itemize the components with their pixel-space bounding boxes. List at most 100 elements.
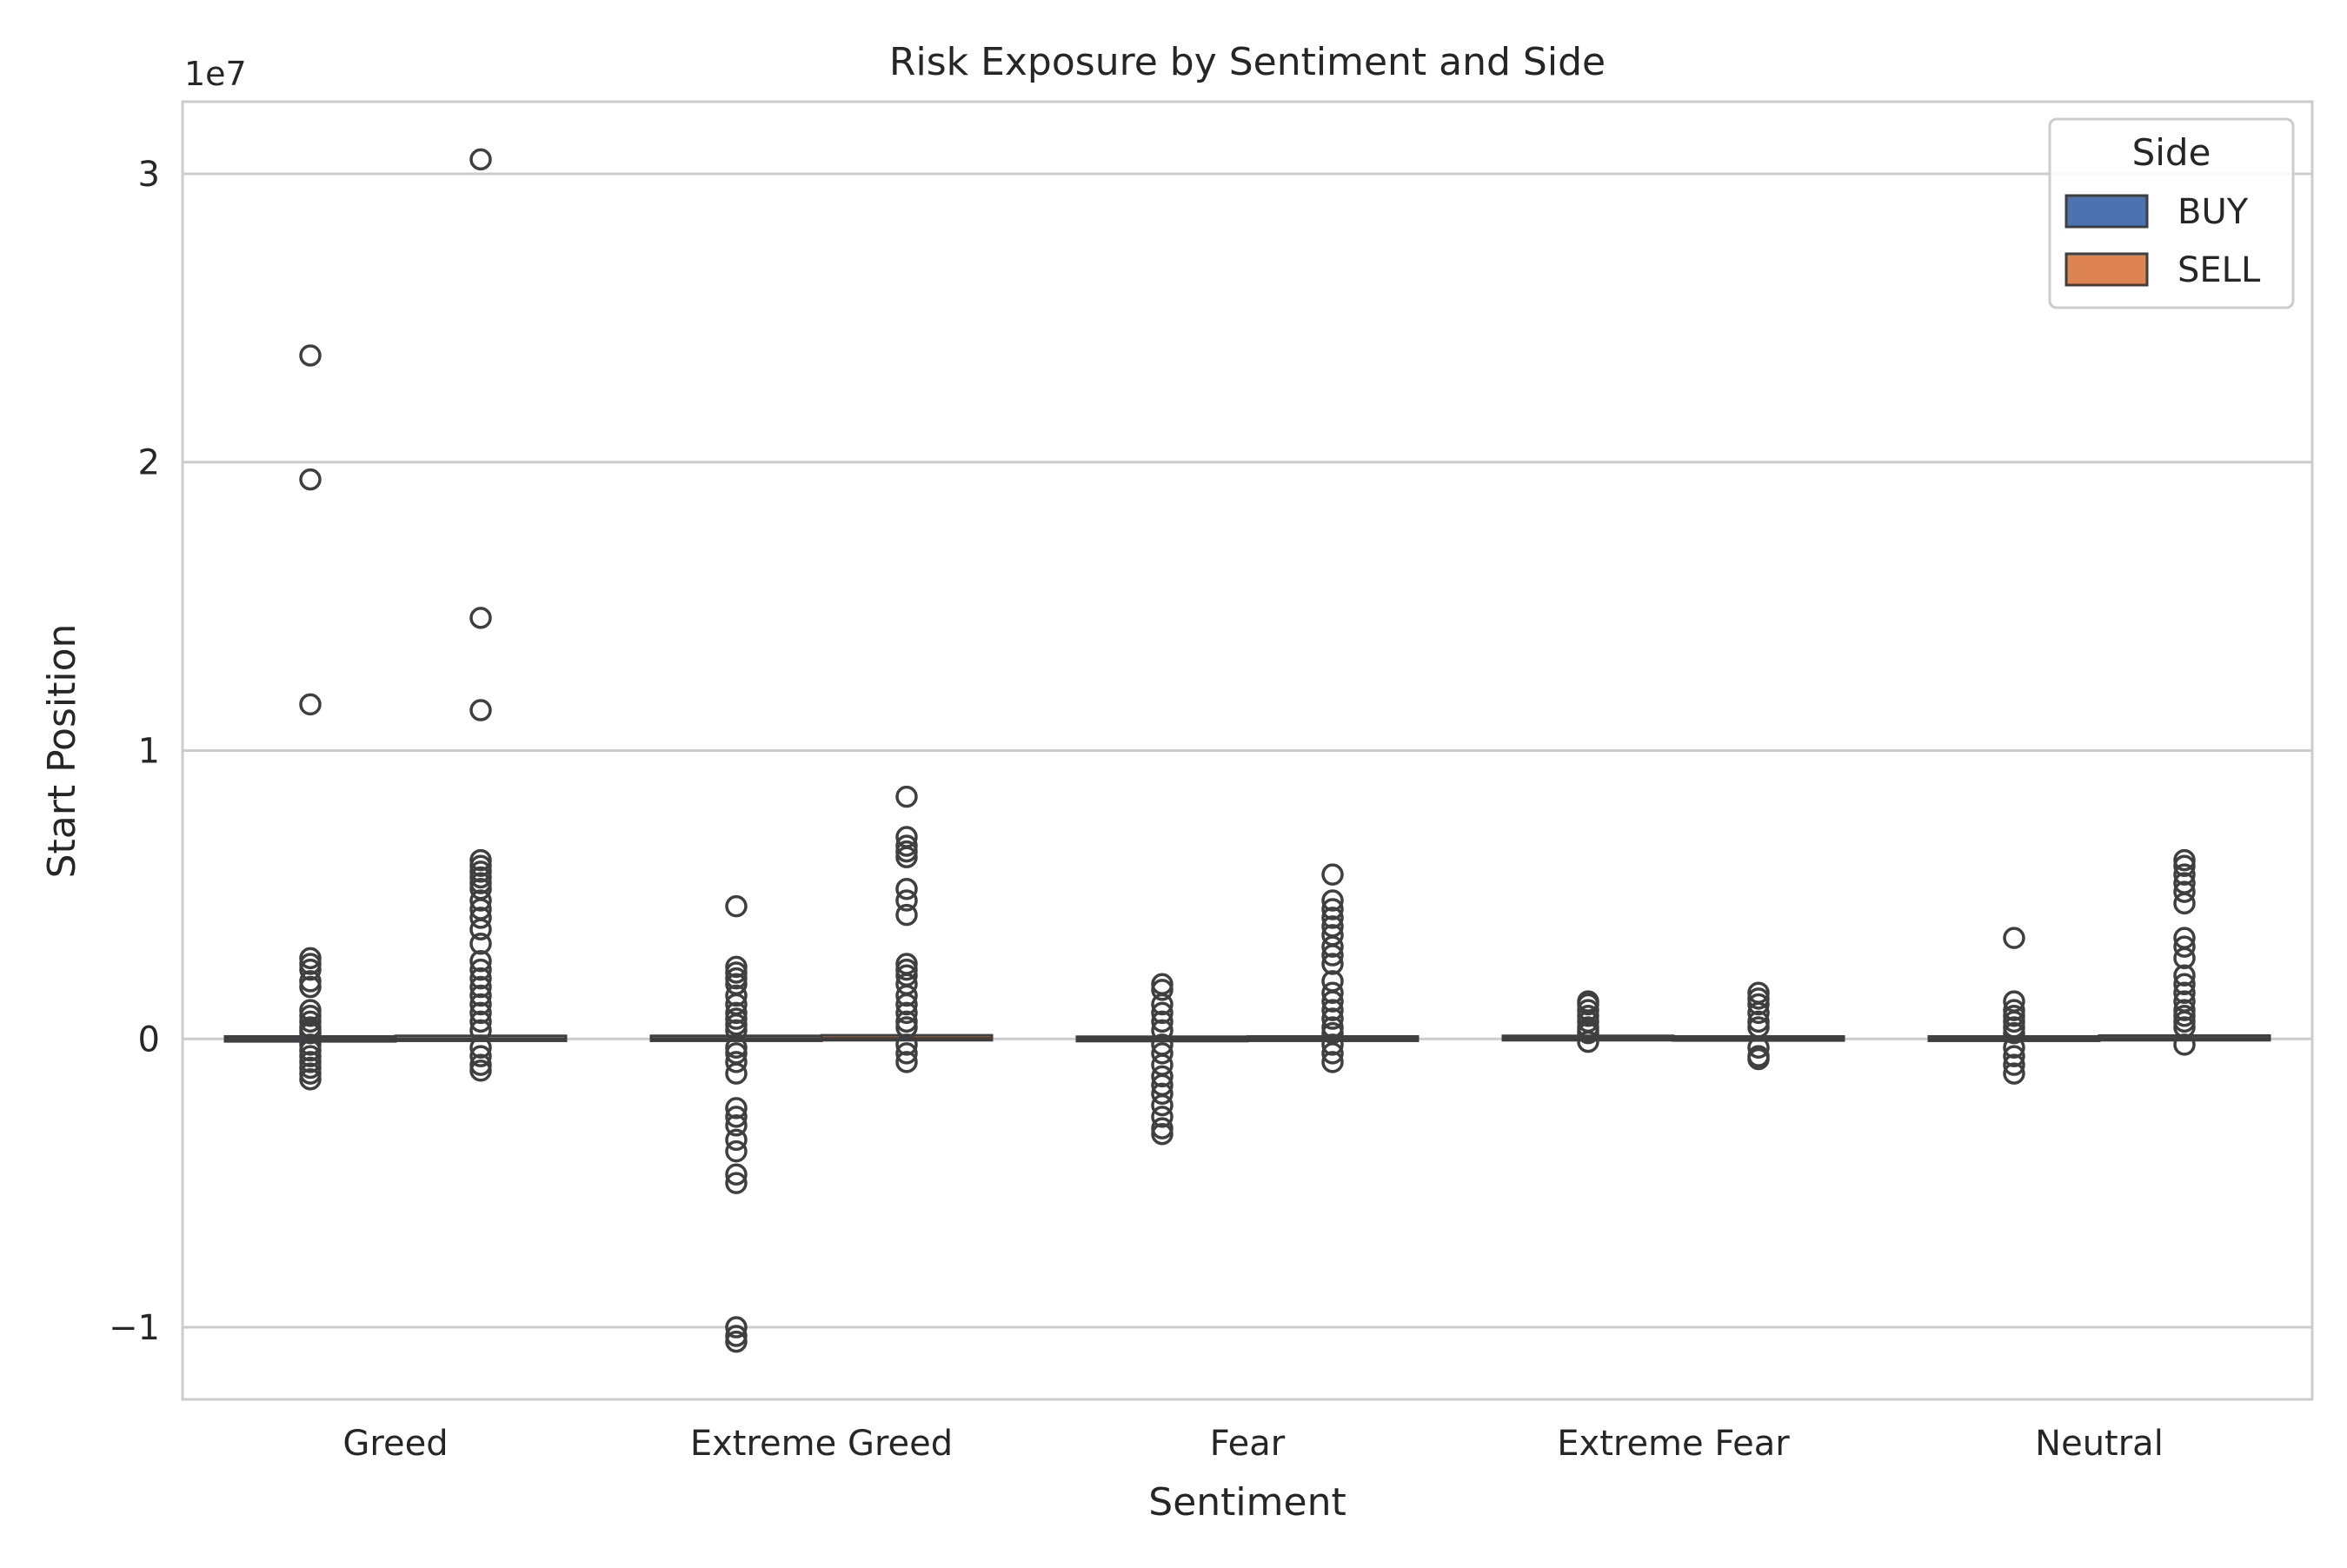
outlier-point bbox=[895, 834, 918, 857]
outlier-point bbox=[299, 1045, 322, 1067]
outlier-point bbox=[469, 1019, 492, 1042]
outlier-point bbox=[1321, 907, 1344, 929]
outlier-point bbox=[725, 984, 748, 1007]
outlier-point bbox=[2173, 1016, 2196, 1039]
outlier-point bbox=[895, 958, 918, 981]
outlier-point bbox=[469, 984, 492, 1007]
outlier-point bbox=[725, 1330, 748, 1353]
outlier-point bbox=[895, 846, 918, 869]
outlier-point bbox=[725, 1013, 748, 1036]
y-tick-label: 1 bbox=[138, 732, 160, 772]
plot-frame bbox=[181, 100, 2314, 1401]
outlier-point bbox=[469, 889, 492, 912]
outlier-point bbox=[1321, 981, 1344, 1004]
outlier-point bbox=[725, 1001, 748, 1025]
outlier-point bbox=[895, 889, 918, 912]
outlier-point bbox=[299, 1051, 322, 1073]
outlier-point bbox=[1747, 1047, 1770, 1071]
outlier-point bbox=[299, 953, 322, 975]
outlier-point bbox=[2173, 973, 2196, 995]
outlier-point bbox=[469, 949, 492, 973]
outlier-point bbox=[725, 967, 748, 990]
outlier-point bbox=[725, 961, 748, 984]
x-tick-label: Neutral bbox=[2035, 1424, 2164, 1464]
outlier-point bbox=[469, 907, 492, 929]
y-tick-label: 3 bbox=[138, 155, 160, 195]
outlier-point bbox=[299, 1062, 322, 1085]
outlier-point bbox=[1747, 1036, 1770, 1059]
outlier-point bbox=[299, 468, 322, 491]
x-tick-label: Fear bbox=[1210, 1424, 1286, 1464]
outlier-point bbox=[725, 1139, 748, 1163]
outlier-point bbox=[1151, 993, 1174, 1016]
legend-label-buy: BUY bbox=[2177, 192, 2249, 232]
outlier-point bbox=[2173, 1010, 2196, 1033]
outlier-point bbox=[469, 933, 492, 955]
outlier-point bbox=[469, 854, 492, 877]
outlier-point bbox=[1747, 993, 1770, 1016]
outlier-point bbox=[1321, 898, 1344, 920]
outlier-point bbox=[725, 1316, 748, 1339]
outlier-point bbox=[2173, 981, 2196, 1004]
outlier-point bbox=[299, 1010, 322, 1033]
x-tick-label: Extreme Greed bbox=[690, 1424, 953, 1464]
outlier-point bbox=[895, 785, 918, 808]
outlier-point bbox=[1321, 1007, 1344, 1030]
outlier-point bbox=[299, 975, 322, 999]
outlier-point bbox=[469, 1045, 492, 1067]
outlier-point bbox=[469, 1001, 492, 1025]
outlier-point bbox=[725, 1097, 748, 1120]
outlier-point bbox=[895, 1033, 918, 1056]
y-tick-label: 0 bbox=[138, 1020, 160, 1060]
outlier-point bbox=[725, 1062, 748, 1085]
outlier-point bbox=[469, 1010, 492, 1033]
outlier-point bbox=[725, 1051, 748, 1073]
outlier-point bbox=[895, 878, 918, 900]
outlier-point bbox=[2003, 1036, 2025, 1059]
outlier-point bbox=[1151, 1093, 1174, 1117]
outlier-point bbox=[1151, 1106, 1174, 1128]
y-tick-label: −1 bbox=[109, 1308, 160, 1348]
chart-title: Risk Exposure by Sentiment and Side bbox=[889, 40, 1606, 84]
outlier-point bbox=[469, 993, 492, 1016]
legend-swatch-buy bbox=[2064, 194, 2149, 229]
outlier-point bbox=[2003, 1062, 2025, 1085]
outlier-point bbox=[469, 848, 492, 872]
outlier-point bbox=[2003, 1053, 2025, 1076]
outlier-point bbox=[895, 1010, 918, 1033]
outlier-point bbox=[1151, 979, 1174, 1001]
outlier-point bbox=[299, 1021, 322, 1045]
outlier-point bbox=[2003, 1021, 2025, 1045]
y-offset-label: 1e7 bbox=[184, 55, 247, 93]
outlier-point bbox=[1747, 1001, 1770, 1025]
outlier-point bbox=[895, 1042, 918, 1065]
outlier-point bbox=[2003, 1004, 2025, 1027]
outlier-point bbox=[1151, 1042, 1174, 1065]
outlier-point bbox=[895, 1016, 918, 1039]
outlier-point bbox=[469, 860, 492, 883]
outlier-point bbox=[895, 1051, 918, 1073]
legend-title: Side bbox=[2132, 131, 2211, 174]
legend-label-sell: SELL bbox=[2177, 250, 2261, 290]
outlier-point bbox=[299, 693, 322, 716]
outlier-point bbox=[1321, 1042, 1344, 1065]
outlier-point bbox=[1151, 1123, 1174, 1146]
boxes bbox=[223, 1033, 2271, 1043]
outlier-point bbox=[725, 1128, 748, 1152]
outlier-point bbox=[2173, 1004, 2196, 1027]
outlier-point bbox=[299, 1056, 322, 1080]
outlier-point bbox=[725, 1036, 748, 1059]
outlier-point bbox=[895, 993, 918, 1016]
outlier-point bbox=[2173, 947, 2196, 970]
outlier-point bbox=[469, 958, 492, 981]
outlier-point bbox=[299, 1004, 322, 1027]
x-tick-labels: Greed Extreme Greed Fear Extreme Fear Neutra… bbox=[342, 1424, 2163, 1464]
outlier-point bbox=[2173, 854, 2196, 877]
outlier-point bbox=[469, 866, 492, 889]
outlier-point bbox=[1151, 1010, 1174, 1033]
outlier-point bbox=[469, 148, 492, 171]
outlier-point bbox=[725, 1325, 748, 1347]
outlier-point bbox=[1151, 1019, 1174, 1042]
